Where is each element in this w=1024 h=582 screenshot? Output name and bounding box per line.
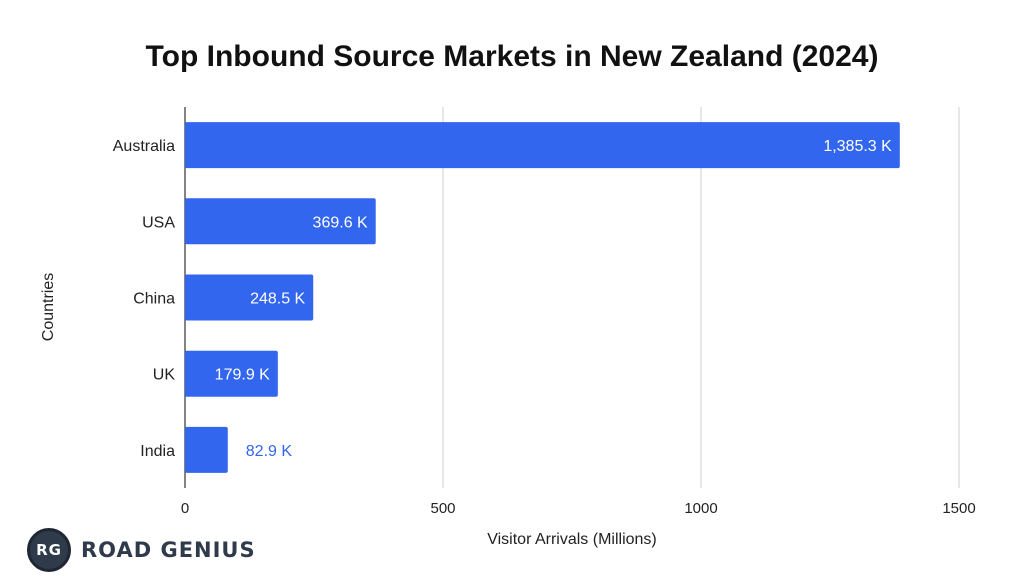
data-label-uk: 179.9 K xyxy=(215,367,270,384)
data-labels: 1,385.3 K 369.6 K 248.5 K 179.9 K 82.9 K xyxy=(215,138,892,460)
logo-badge: RG xyxy=(27,528,71,572)
data-label-china: 248.5 K xyxy=(250,291,305,308)
category-label: UK xyxy=(153,367,176,384)
x-tick-label: 500 xyxy=(430,500,455,517)
chart-title: Top Inbound Source Markets in New Zealan… xyxy=(145,40,879,73)
x-tick-labels: 0 500 1000 1500 xyxy=(181,500,976,517)
bar-usa xyxy=(185,198,376,245)
category-label: India xyxy=(140,443,175,460)
bars xyxy=(185,122,900,473)
category-label: China xyxy=(133,291,175,308)
data-label-australia: 1,385.3 K xyxy=(823,138,892,155)
bar-china xyxy=(185,274,314,321)
x-tick-label: 1500 xyxy=(942,500,975,517)
logo-text: ROAD GENIUS xyxy=(81,538,256,562)
y-axis-label: Countries xyxy=(40,273,57,341)
bar-india xyxy=(185,426,228,473)
data-label-india: 82.9 K xyxy=(246,443,293,460)
data-label-usa: 369.6 K xyxy=(313,214,368,231)
x-tick-label: 1000 xyxy=(684,500,717,517)
category-label: Australia xyxy=(113,138,175,155)
bar-australia xyxy=(185,122,900,169)
grid-lines xyxy=(184,107,960,488)
road-genius-logo: RG ROAD GENIUS xyxy=(27,528,256,572)
x-tick-label: 0 xyxy=(181,500,189,517)
bar-uk xyxy=(185,350,278,397)
category-labels: Australia USA China UK India xyxy=(113,138,176,460)
category-label: USA xyxy=(142,214,175,231)
x-axis-label: Visitor Arrivals (Millions) xyxy=(487,531,657,548)
